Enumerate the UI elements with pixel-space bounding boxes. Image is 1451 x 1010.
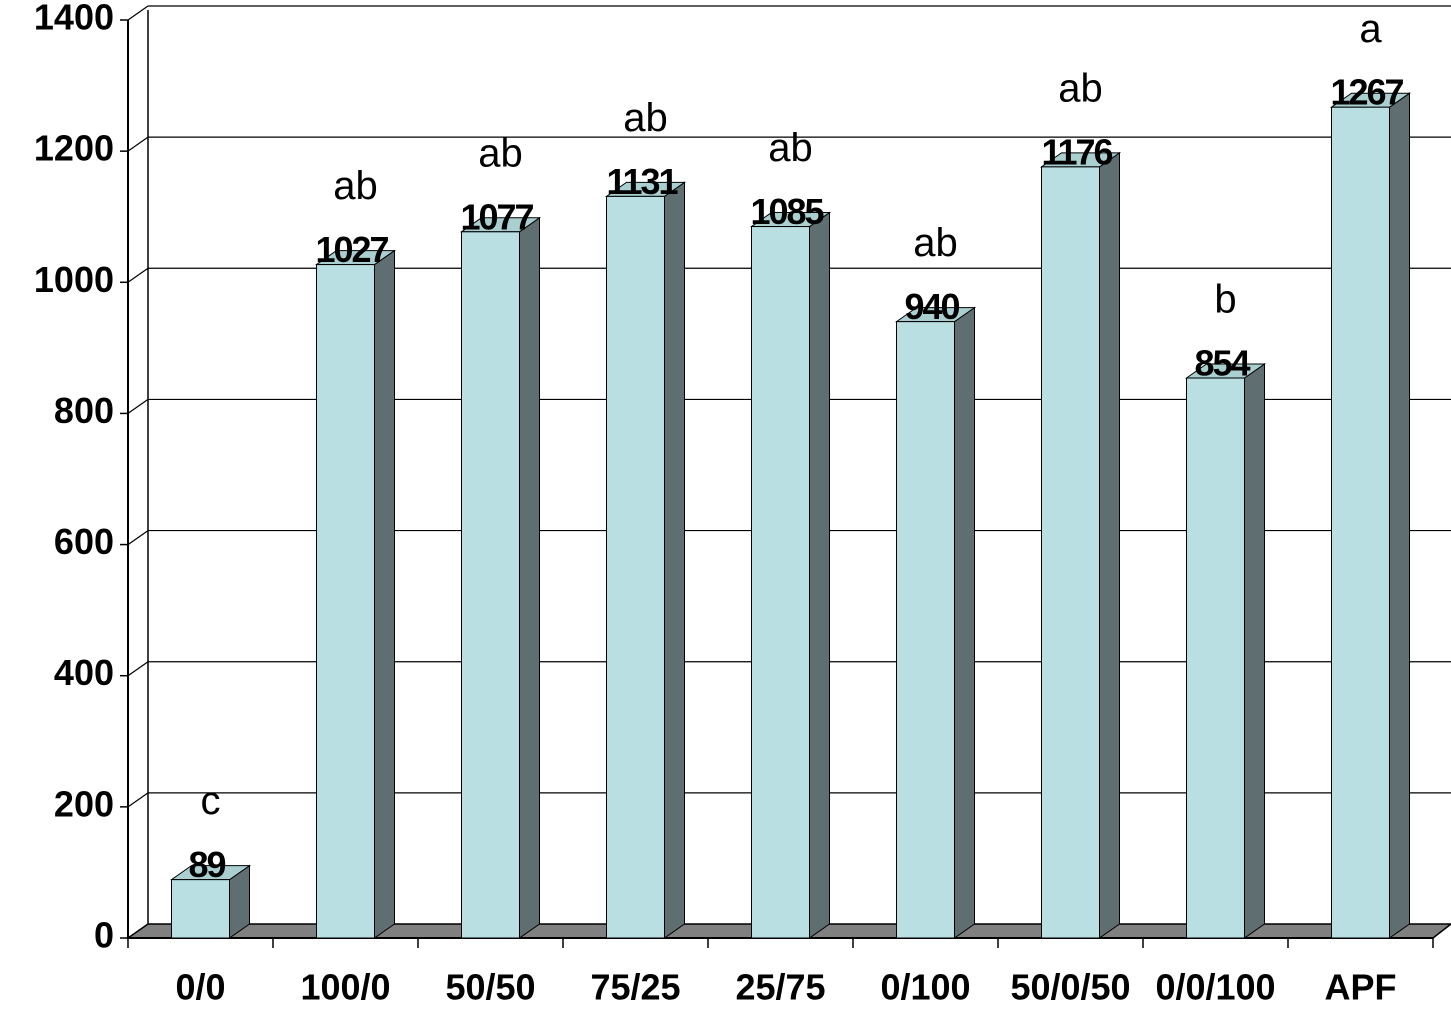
bar-front [316,264,375,939]
value-label: 854 [1194,343,1250,384]
grid-line [127,267,149,283]
annotation: ab [913,221,958,265]
grid-line [127,792,149,808]
bar-front [606,195,665,939]
x-tick-label: 75/25 [590,967,680,1008]
annotation: c [201,779,221,823]
bar [314,249,397,939]
bar-front [171,879,230,939]
bar-side [519,216,540,939]
bar-front [461,231,520,939]
value-label: 1077 [460,196,533,237]
y-tick-label: 0 [94,915,114,956]
grid-line [127,398,149,414]
value-label: 1131 [606,161,678,202]
value-label: 89 [188,844,225,885]
bar-side [1099,151,1120,939]
value-label: 1027 [315,229,388,270]
annotation: ab [1058,66,1103,110]
value-label: 1176 [1041,131,1112,172]
annotation: ab [478,131,523,175]
y-tick-label: 400 [54,652,114,693]
bar [1184,363,1267,939]
bar [1039,151,1122,939]
bar-side [954,306,975,939]
annotation: ab [623,96,668,140]
annotation: b [1214,278,1236,322]
bar-side [664,181,685,939]
bar [1329,92,1412,939]
grid-line [127,661,149,677]
bar-side [1244,363,1265,939]
bar-side [1389,92,1410,939]
x-tick-label: 25/75 [735,967,825,1008]
value-label: 1267 [1330,72,1403,113]
y-tick-label: 1400 [34,0,114,38]
grid-line [127,5,149,21]
bar-side [374,249,395,939]
bar [604,181,687,939]
y-tick-label: 1200 [34,128,114,169]
annotation: a [1359,7,1382,51]
y-tick-label: 600 [54,521,114,562]
bar [894,306,977,939]
y-tick-label: 1000 [34,259,114,300]
bar [749,211,832,939]
grid-line [127,530,149,546]
x-tick-label: 50/0/50 [1010,967,1130,1008]
bar [459,216,542,939]
x-tick-label: 50/50 [445,967,535,1008]
annotation: ab [333,164,378,208]
value-label: 940 [904,286,959,327]
value-label: 1085 [750,191,824,232]
annotation: ab [768,126,813,170]
bar-side [809,211,830,939]
bar-front [751,226,810,939]
y-tick-label: 200 [54,783,114,824]
x-tick-label: 100/0 [300,967,390,1008]
grid-line [127,136,149,152]
bar-front [1331,106,1390,939]
x-tick-label: 0/100 [880,967,970,1008]
x-tick-label: APF [1325,967,1397,1008]
bar-front [896,321,955,939]
x-tick-label: 0/0/100 [1155,967,1275,1008]
x-tick-label: 0/0 [175,967,225,1008]
bar-front [1186,377,1245,939]
y-tick-label: 800 [54,390,114,431]
bar-front [1041,166,1100,939]
bar [169,864,252,939]
